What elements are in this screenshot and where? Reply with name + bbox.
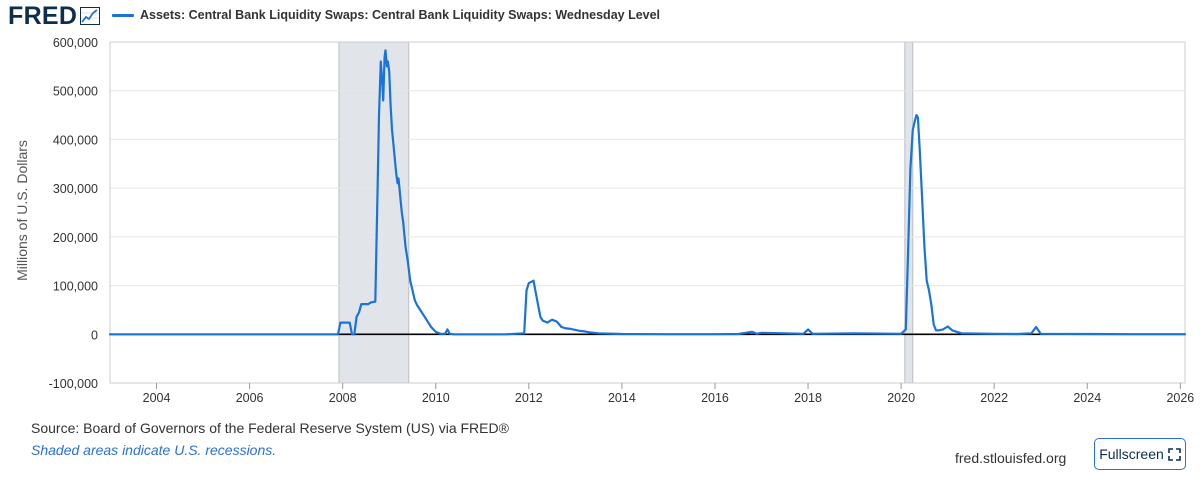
y-tick-label: -100,000 xyxy=(49,377,98,391)
fullscreen-button[interactable]: Fullscreen xyxy=(1094,438,1186,470)
y-tick-label: 300,000 xyxy=(53,182,98,196)
y-tick-label: 500,000 xyxy=(53,85,98,99)
x-tick-label: 2014 xyxy=(608,391,636,405)
chart-legend: Assets: Central Bank Liquidity Swaps: Ce… xyxy=(112,5,660,25)
y-axis-label: Millions of U.S. Dollars xyxy=(14,140,30,281)
legend-series-swatch xyxy=(112,13,134,17)
x-tick-label: 2022 xyxy=(980,391,1008,405)
recession-note: Shaded areas indicate U.S. recessions. xyxy=(31,442,277,458)
fullscreen-icon xyxy=(1167,447,1181,461)
y-tick-label: 0 xyxy=(91,328,98,342)
source-text: Source: Board of Governors of the Federa… xyxy=(31,420,509,436)
series-group xyxy=(108,49,1187,336)
x-axis-ticks: 2004 2006 2008 2010 2012 2014 2016 2018 2020 2022… xyxy=(143,383,1194,405)
y-axis-ticks: 600,000 500,000 400,000 300,000 200,000 100,0… xyxy=(49,36,98,391)
x-tick-label: 2004 xyxy=(143,391,171,405)
fred-logo-text: FRED xyxy=(8,2,78,30)
x-tick-label: 2020 xyxy=(887,391,915,405)
grid-group xyxy=(110,41,1185,384)
y-tick-label: 600,000 xyxy=(53,36,98,50)
recession-shading-group xyxy=(338,42,914,383)
legend-series-label: Assets: Central Bank Liquidity Swaps: Ce… xyxy=(140,8,661,22)
x-tick-label: 2010 xyxy=(422,391,450,405)
y-tick-label: 400,000 xyxy=(53,133,98,147)
series-line-0 xyxy=(108,49,1187,336)
fullscreen-label: Fullscreen xyxy=(1099,446,1164,462)
line-chart: 600,000 500,000 400,000 300,000 200,000 100,0… xyxy=(14,36,1194,405)
plot-frame xyxy=(109,41,1186,384)
x-tick-label: 2012 xyxy=(515,391,543,405)
x-tick-label: 2008 xyxy=(329,391,357,405)
x-tick-label: 2006 xyxy=(236,391,264,405)
y-tick-label: 200,000 xyxy=(53,231,98,245)
x-tick-label: 2018 xyxy=(794,391,822,405)
site-url[interactable]: fred.stlouisfed.org xyxy=(955,450,1067,466)
fred-chart-icon xyxy=(80,7,101,25)
x-tick-label: 2024 xyxy=(1073,391,1101,405)
x-tick-label: 2016 xyxy=(701,391,729,405)
x-tick-label: 2026 xyxy=(1166,391,1194,405)
fred-logo[interactable]: FRED xyxy=(8,2,101,30)
recession-band-0 xyxy=(338,42,409,383)
y-tick-label: 100,000 xyxy=(53,280,98,294)
